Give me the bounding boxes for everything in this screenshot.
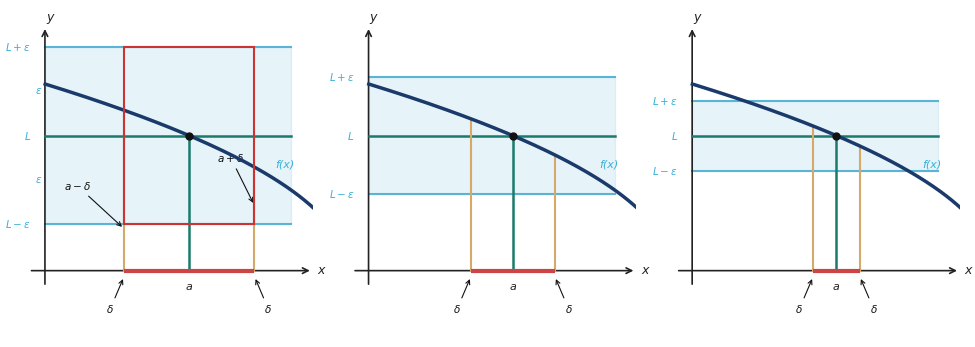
- Text: $L - \varepsilon$: $L - \varepsilon$: [652, 164, 679, 177]
- Text: $\delta$: $\delta$: [106, 280, 123, 315]
- Text: x: x: [641, 264, 648, 277]
- Text: $a - \delta$: $a - \delta$: [63, 179, 121, 226]
- Text: $L$: $L$: [23, 130, 31, 142]
- Text: $a$: $a$: [185, 282, 193, 292]
- Text: $L - \varepsilon$: $L - \varepsilon$: [329, 188, 355, 200]
- Text: $\delta$: $\delta$: [796, 280, 812, 315]
- Text: f(x): f(x): [922, 159, 942, 169]
- Text: $a + \delta$: $a + \delta$: [217, 152, 253, 202]
- Text: y: y: [370, 11, 377, 24]
- Text: f(x): f(x): [275, 159, 294, 169]
- Text: $\delta$: $\delta$: [453, 280, 470, 315]
- Text: $L - \varepsilon$: $L - \varepsilon$: [5, 218, 31, 230]
- Text: $L + \varepsilon$: $L + \varepsilon$: [329, 71, 355, 83]
- Text: x: x: [964, 264, 972, 277]
- Text: $L + \varepsilon$: $L + \varepsilon$: [5, 41, 31, 53]
- Text: $a$: $a$: [509, 282, 517, 292]
- Text: $\delta$: $\delta$: [255, 280, 272, 315]
- Text: x: x: [317, 264, 325, 277]
- Text: $L + \varepsilon$: $L + \varepsilon$: [652, 95, 679, 107]
- Bar: [124, 47, 254, 224]
- Text: $\delta$: $\delta$: [861, 280, 878, 315]
- Text: y: y: [46, 11, 54, 24]
- Text: $\delta$: $\delta$: [556, 280, 572, 315]
- Text: $L$: $L$: [671, 130, 679, 142]
- Text: f(x): f(x): [599, 159, 618, 169]
- Text: $\varepsilon$: $\varepsilon$: [35, 175, 43, 185]
- Text: $\varepsilon$: $\varepsilon$: [35, 86, 43, 96]
- Text: $L$: $L$: [347, 130, 355, 142]
- Text: y: y: [693, 11, 700, 24]
- Text: $a$: $a$: [833, 282, 840, 292]
